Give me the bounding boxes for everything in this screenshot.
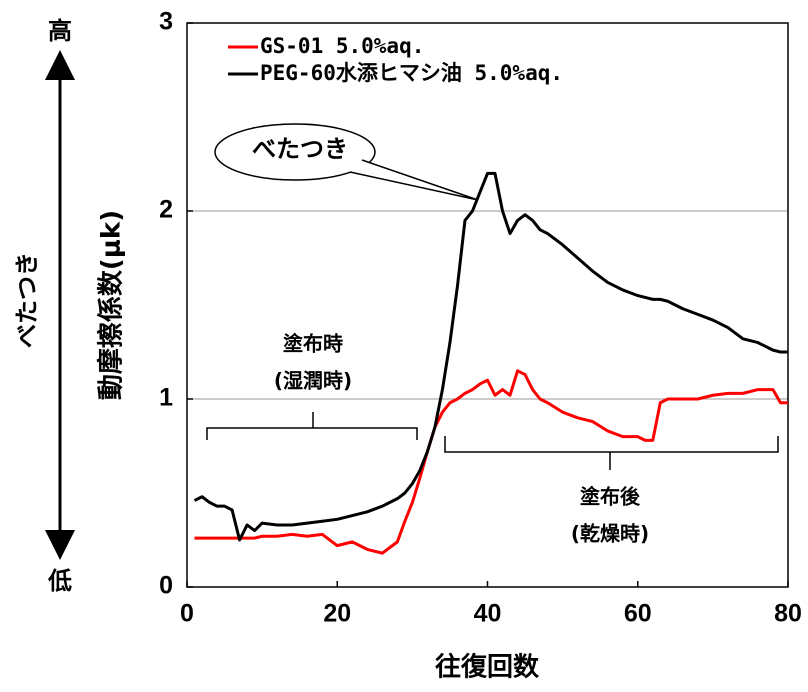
dry-bracket [444,436,779,470]
x-tick-label: 60 [624,600,652,628]
low-label: 低 [47,567,72,595]
high-label: 高 [48,17,72,45]
callout-text: べたつき [252,135,348,163]
callout-pointer [349,159,479,201]
y-tick-label: 1 [159,384,173,412]
dry-label: 塗布後 [580,485,641,509]
legend-label: PEG-60水添ヒマシ油 5.0%aq. [260,61,563,85]
y-axis-label: 動摩擦係数(μk) [96,210,127,400]
plot-frame [186,22,789,588]
x-tick-label: 40 [474,600,502,628]
x-tick-label: 80 [774,600,802,628]
data-line [194,369,788,555]
data-line [193,171,788,542]
legend-label: GS-01 5.0%aq. [260,34,424,58]
wet-label: (湿潤時) [274,369,352,393]
y-tick-label: 2 [159,196,173,224]
x-axis-label: 往復回数 [435,652,540,683]
dry-label: (乾燥時) [571,522,649,546]
plot: 0 1 2 3 0 20 40 60 80 GS-01 5.0%aq. PEG-60水添ヒマシ油 5… [159,8,802,628]
x-tick-label: 20 [323,600,351,628]
y-tick-label: 3 [159,8,173,36]
wet-label: 塗布時 [283,332,343,356]
wet-bracket [206,412,418,440]
y-tick-label: 0 [159,572,173,600]
side-label: べたつき [13,252,41,348]
callout-bubble [214,123,376,181]
x-tick-label: 0 [180,600,194,628]
